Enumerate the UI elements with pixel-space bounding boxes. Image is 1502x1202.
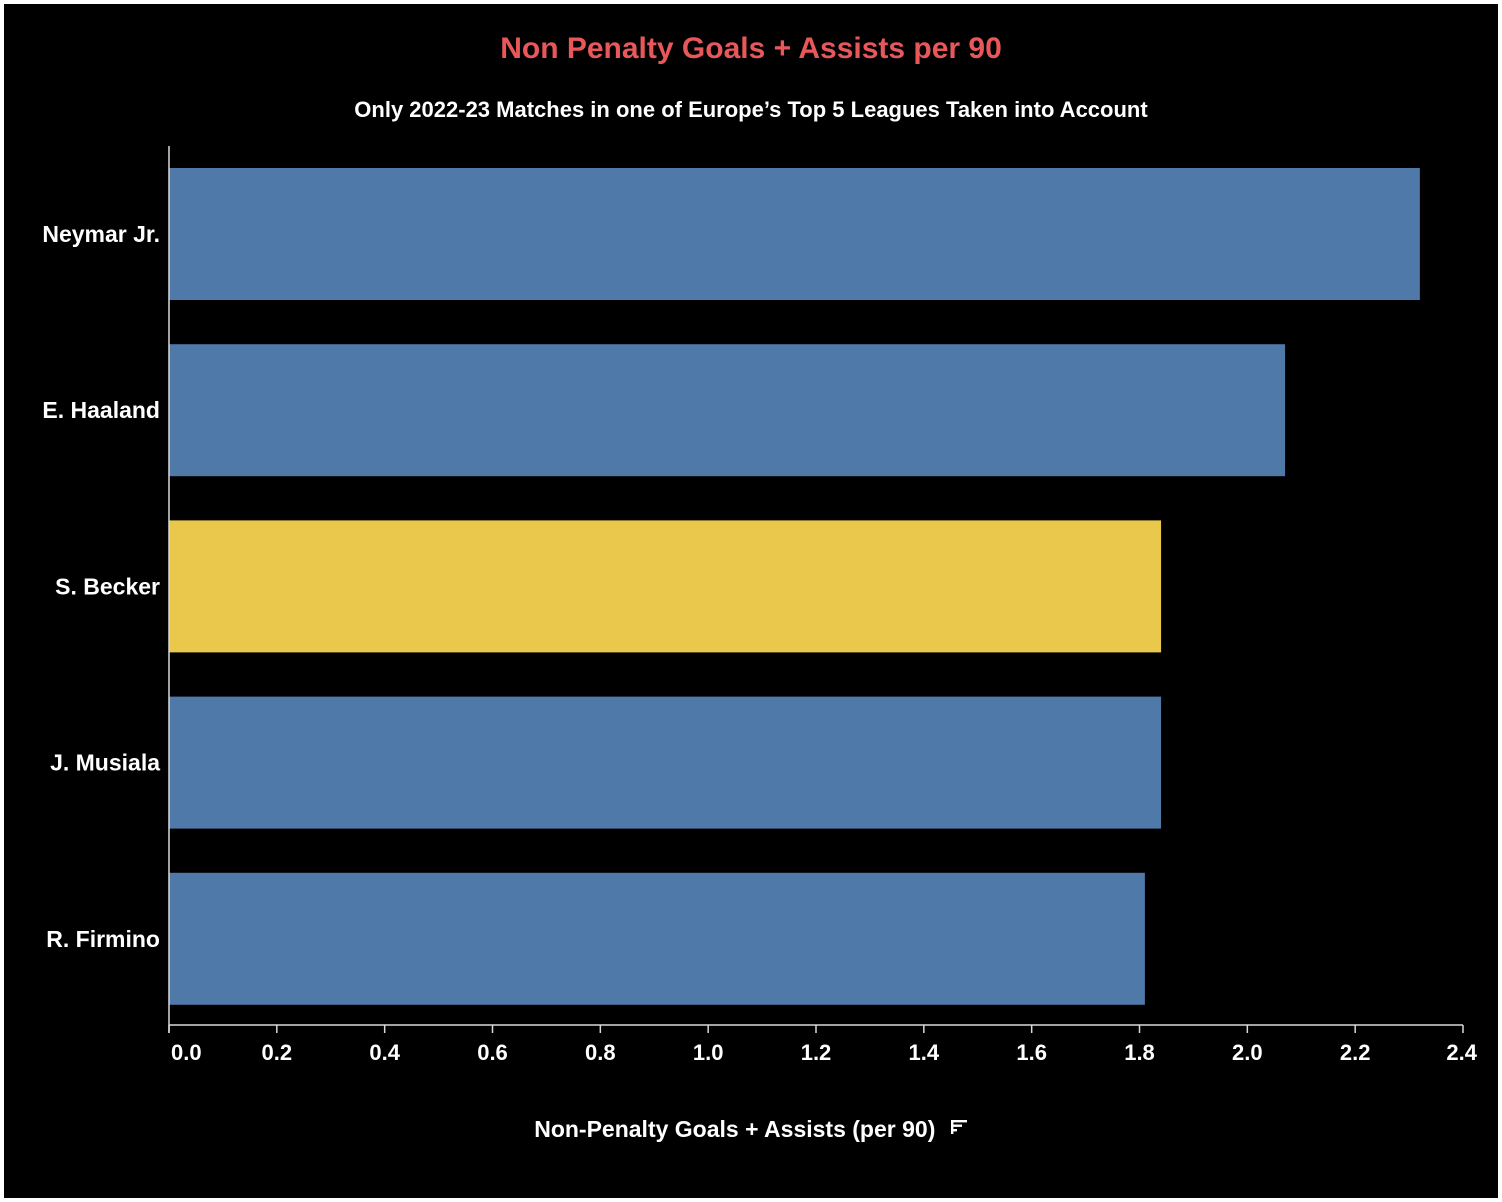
- bar-s-becker[interactable]: [169, 520, 1162, 653]
- category-labels: Neymar Jr. E. Haaland S. Becker J. Musiala R…: [42, 221, 160, 952]
- bar-neymar-jr[interactable]: [169, 168, 1420, 300]
- category-label: J. Musiala: [50, 750, 160, 776]
- chart-title: Non Penalty Goals + Assists per 90: [500, 32, 1002, 65]
- bar-r-firmino[interactable]: [169, 872, 1145, 1005]
- x-tick-label: 0.6: [477, 1040, 508, 1065]
- x-tick-label: 2.4: [1446, 1040, 1477, 1065]
- x-tick-label: 0.8: [585, 1040, 616, 1065]
- x-tick-label: 0.4: [369, 1040, 400, 1065]
- x-axis-title: Non-Penalty Goals + Assists (per 90): [4, 1116, 1498, 1143]
- category-label: S. Becker: [55, 573, 160, 599]
- x-tick-label: 2.2: [1340, 1040, 1371, 1065]
- bars-layer: [169, 168, 1420, 1005]
- x-tick-label: 1.8: [1124, 1040, 1155, 1065]
- x-axis-title-text: Non-Penalty Goals + Assists (per 90): [534, 1116, 936, 1142]
- bar-plot: Neymar Jr. E. Haaland S. Becker J. Musiala R…: [42, 146, 1478, 1065]
- x-tick-label: 1.0: [693, 1040, 724, 1065]
- x-tick-label: 1.4: [909, 1040, 940, 1065]
- bar-e-haaland[interactable]: [169, 344, 1286, 477]
- category-label: E. Haaland: [42, 397, 160, 423]
- sort-descending-icon[interactable]: [950, 1115, 968, 1142]
- chart-subtitle: Only 2022-23 Matches in one of Europe’s …: [354, 97, 1148, 122]
- x-axis-ticks: 0.0 0.2 0.4 0.6 0.8 1.0 1.2 1.4 1.6 1.8 2.0 2.2 2.4: [168, 1025, 1478, 1065]
- x-tick-label: 0.2: [262, 1040, 293, 1065]
- chart-frame: Non Penalty Goals + Assists per 90 Only …: [4, 4, 1498, 1198]
- x-tick-label: 1.6: [1016, 1040, 1047, 1065]
- category-label: Neymar Jr.: [42, 221, 160, 247]
- x-tick-label: 2.0: [1232, 1040, 1263, 1065]
- x-tick-label: 1.2: [801, 1040, 832, 1065]
- x-tick-label: 0.0: [171, 1040, 202, 1065]
- category-label: R. Firmino: [46, 926, 160, 952]
- bar-j-musiala[interactable]: [169, 696, 1162, 829]
